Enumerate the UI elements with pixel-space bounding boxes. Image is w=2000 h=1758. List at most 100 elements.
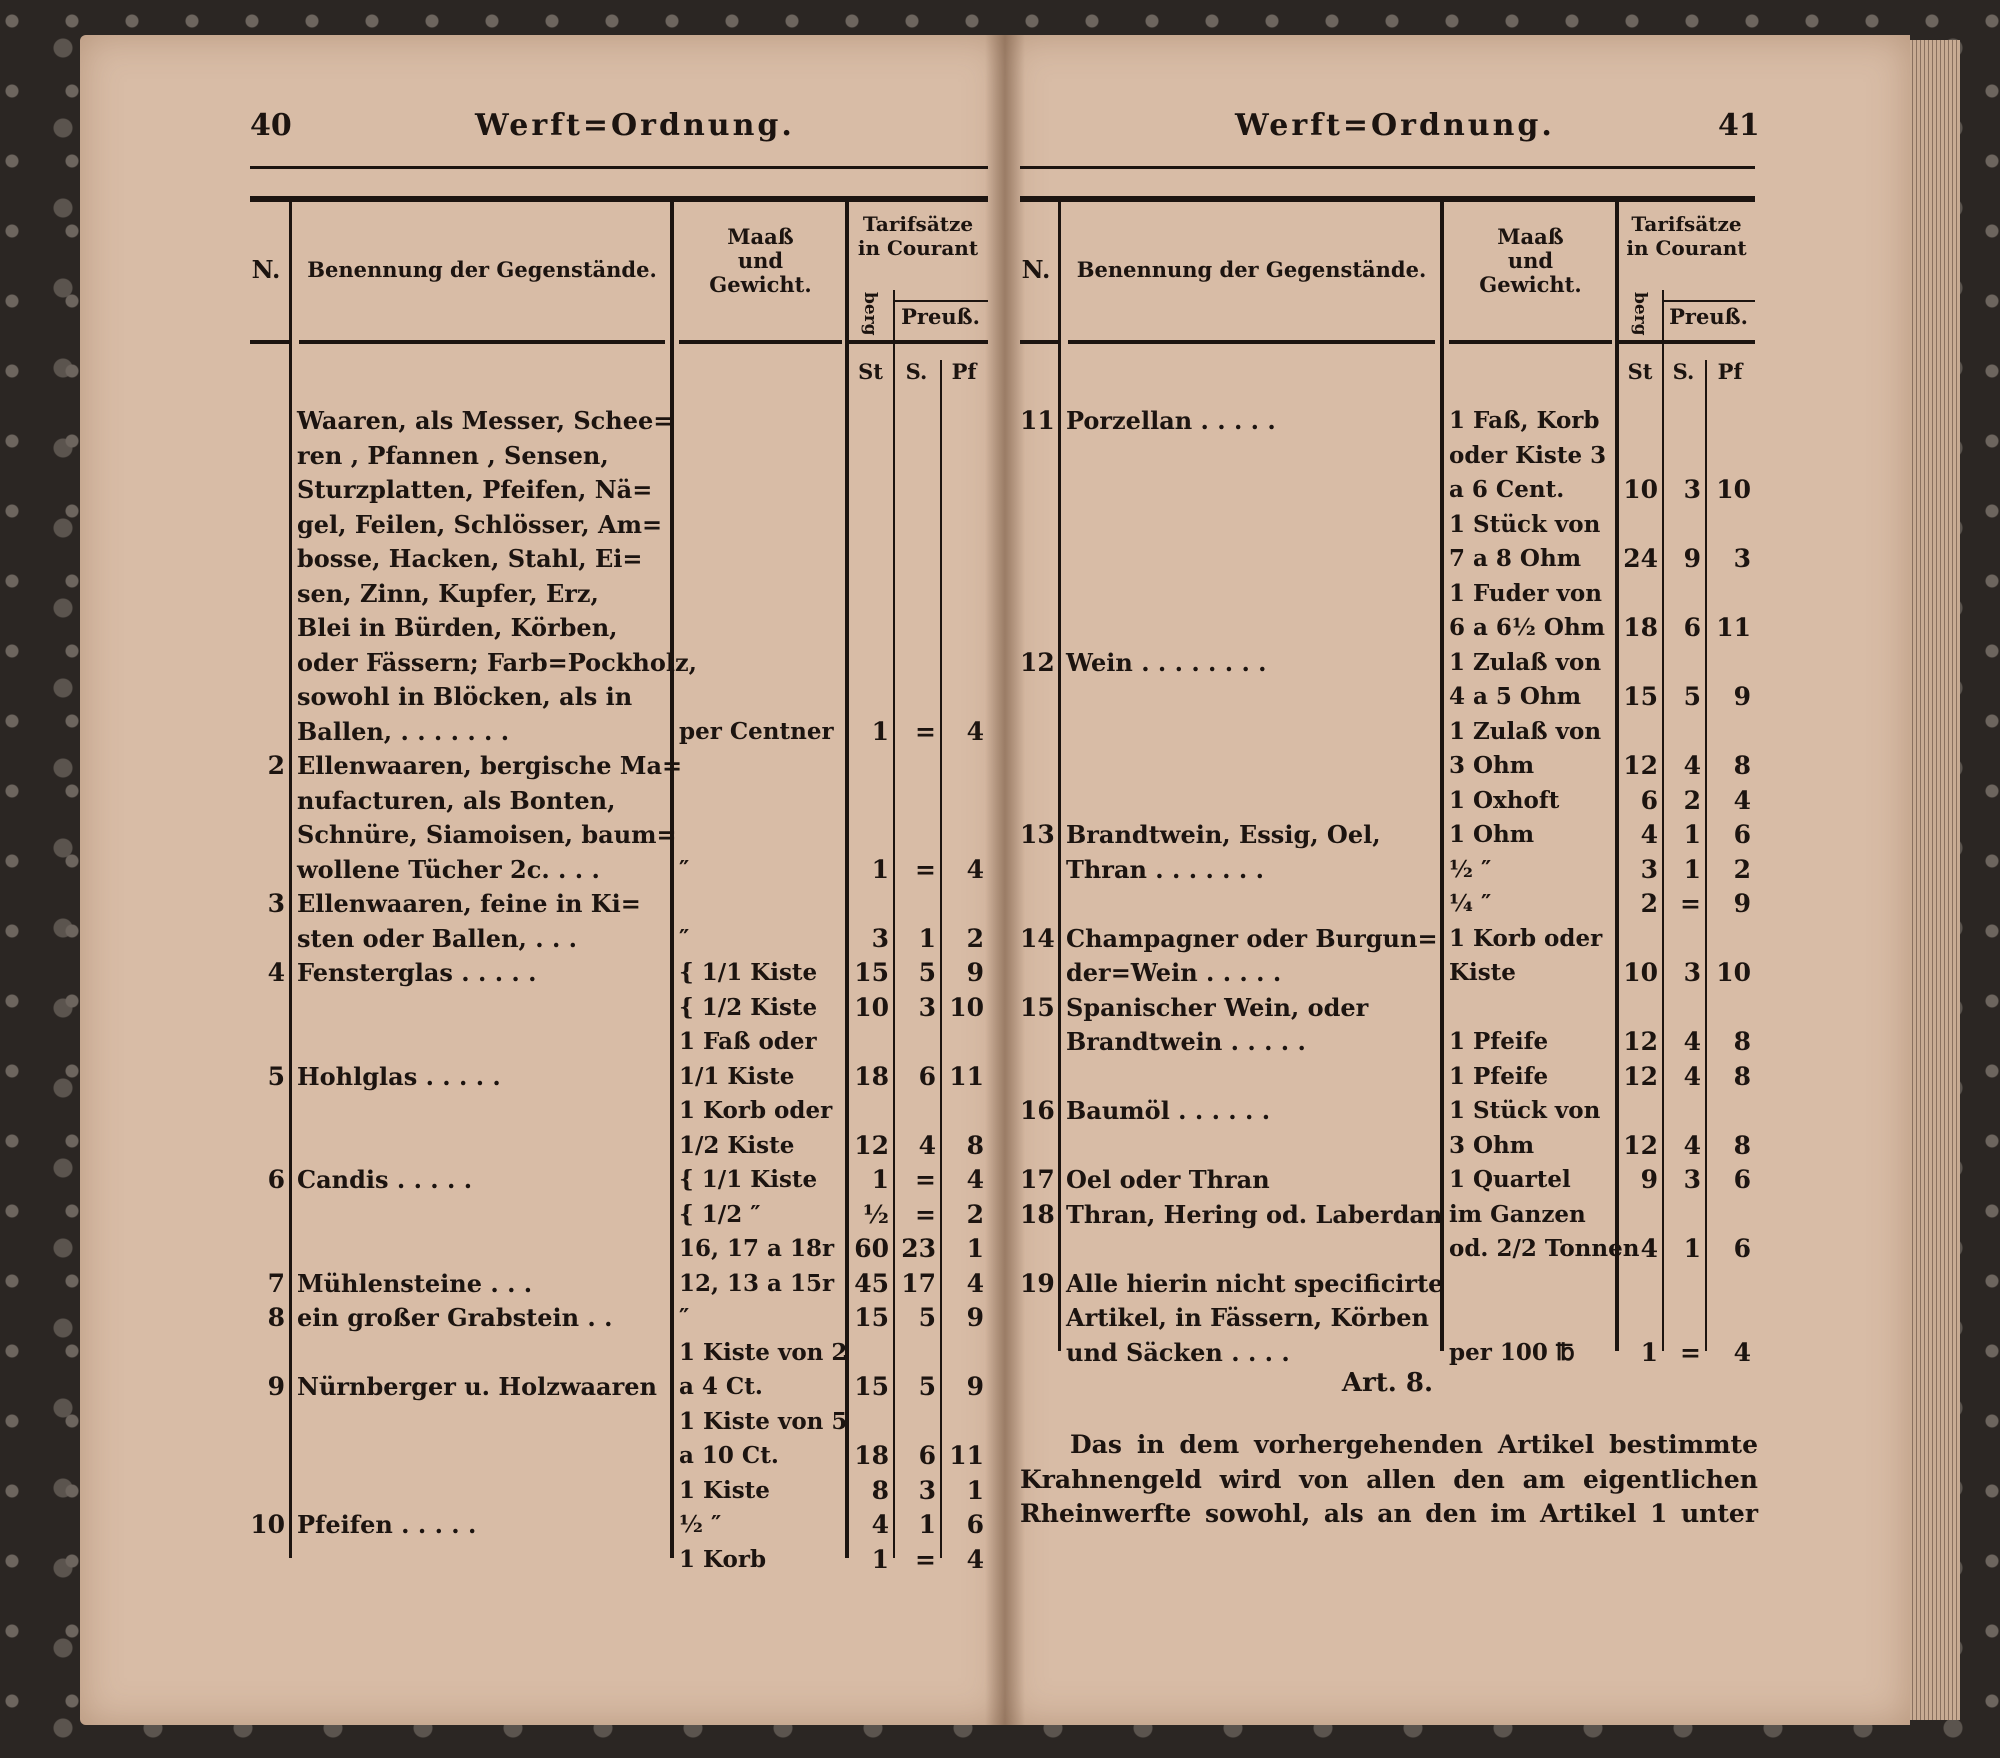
- value-st: 6: [1640, 785, 1658, 815]
- value-s: 1: [918, 923, 936, 953]
- table-row: { 1/2 Kiste 10 3 10: [0, 991, 2000, 1026]
- value-pf: 6: [1733, 1165, 1751, 1194]
- value-pf: 2: [966, 1199, 984, 1229]
- header-maass: Maaß und Gewicht.: [1479, 224, 1582, 297]
- value-st: 2: [1640, 889, 1658, 918]
- table-row: ren , Pfannen , Sensen,: [0, 439, 2000, 474]
- measure: 1 Fuder von: [1449, 579, 1602, 607]
- table-row: { 1/2 ″ ½ = 2: [0, 1198, 2000, 1233]
- value-s: =: [915, 1199, 936, 1229]
- table-row: 1 Kiste von 5: [0, 1405, 2000, 1440]
- table-row: 14 Champagner oder Burgun= 1 Korb oder: [0, 922, 2000, 957]
- value-st: 12: [1623, 1027, 1658, 1056]
- table-row: 1 Kiste 8 3 1: [0, 1474, 2000, 1509]
- value-st: 15: [854, 958, 889, 987]
- header-berg: berg: [1630, 292, 1650, 336]
- header-bottom-rule: [299, 340, 665, 344]
- value-st: 10: [1623, 958, 1658, 987]
- item-number: 10: [250, 1510, 285, 1539]
- table-row: Waaren, als Messer, Schee=: [0, 404, 2000, 439]
- item-name: Candis . . . . .: [297, 1165, 473, 1194]
- running-head-left: Werft=Ordnung.: [475, 108, 795, 143]
- item-name: Fensterglas . . . . .: [297, 958, 537, 987]
- item-number: 13: [1020, 820, 1055, 849]
- header-bottom-rule: [1068, 340, 1435, 344]
- value-st: 45: [854, 1268, 889, 1298]
- item-name: und Säcken . . . .: [1066, 1337, 1290, 1367]
- table-row: 18 Thran, Hering od. Laberdan im Ganzen: [0, 1198, 2000, 1233]
- value-s: 4: [918, 1130, 936, 1160]
- value-st: 4: [871, 1510, 889, 1539]
- table-row: 1 Kiste von 2: [0, 1336, 2000, 1371]
- value-s: 6: [1683, 613, 1701, 642]
- item-name: Blei in Bürden, Körben,: [297, 613, 618, 642]
- table-row: Thran . . . . . . .½ ″ 3 1 2: [0, 853, 2000, 888]
- item-name: nufacturen, als Bonten,: [297, 785, 616, 815]
- value-st: 1: [1640, 1337, 1658, 1367]
- header-rule-thick: [250, 196, 988, 202]
- value-st: 1: [871, 1544, 889, 1574]
- paragraph-line: Krahnengeld wird von allen den am eigent…: [1020, 1464, 1758, 1494]
- item-number: 12: [1020, 647, 1055, 677]
- table-row: oder Fässern; Farb=Pockholz,: [0, 646, 2000, 681]
- table-row: gel, Feilen, Schlösser, Am=: [0, 508, 2000, 543]
- measure: 1 Stück von: [1449, 510, 1601, 538]
- table-row: 1 Zulaß von: [0, 715, 2000, 750]
- right-page: [1005, 35, 1910, 1725]
- column-divider: [1615, 202, 1619, 1351]
- table-row: 13 Brandtwein, Essig, Oel, 1 Ohm 4 1 6: [0, 818, 2000, 853]
- header-bottom-rule: [1618, 340, 1755, 344]
- value-pf: 8: [1733, 1061, 1751, 1091]
- value-s: =: [915, 716, 936, 746]
- item-number: 11: [1020, 406, 1055, 435]
- value-s: 6: [918, 1441, 936, 1470]
- table-row: wollene Tücher 2c. . . . ″ 1 = 4: [0, 853, 2000, 888]
- measure: a 6 Cent.: [1449, 476, 1565, 503]
- table-row: Blei in Bürden, Körben,: [0, 611, 2000, 646]
- header-bottom-rule: [1449, 340, 1612, 344]
- value-pf: 3: [1733, 544, 1751, 573]
- table-row: 3 Ohm 12 4 8: [0, 749, 2000, 784]
- item-number: 14: [1020, 923, 1055, 953]
- table-row: Ballen, . . . . . . . per Centner 1 = 4: [0, 715, 2000, 750]
- item-name: Brandtwein, Essig, Oel,: [1066, 820, 1381, 849]
- value-st: ½: [862, 1199, 889, 1229]
- value-s: 3: [1683, 958, 1701, 987]
- item-name: sen, Zinn, Kupfer, Erz,: [297, 578, 599, 608]
- value-s: 1: [1683, 854, 1701, 884]
- item-name: Nürnberger u. Holzwaaren: [297, 1372, 657, 1401]
- measure: 1 Kiste: [679, 1476, 770, 1504]
- value-pf: 4: [966, 1268, 984, 1298]
- column-divider: [1058, 202, 1061, 1351]
- value-s: =: [915, 854, 936, 884]
- value-pf: 11: [949, 1441, 984, 1470]
- value-s: 1: [1683, 820, 1701, 849]
- item-name: Schnüre, Siamoisen, baum=: [297, 820, 677, 849]
- measure: 7 a 8 Ohm: [1449, 545, 1582, 572]
- measure: per Centner: [679, 717, 834, 745]
- value-s: =: [1680, 889, 1701, 918]
- value-pf: 9: [1733, 889, 1751, 918]
- paragraph-line: Rheinwerfte sowohl, als an den im Artike…: [1020, 1499, 1758, 1528]
- value-pf: 10: [1716, 958, 1751, 987]
- table-row: 1/2 Kiste 12 4 8: [0, 1129, 2000, 1164]
- value-s: =: [915, 1544, 936, 1574]
- value-st: 15: [1623, 682, 1658, 711]
- value-st: 1: [871, 1165, 889, 1194]
- item-number: 15: [1020, 992, 1055, 1022]
- value-pf: 4: [966, 1165, 984, 1194]
- measure: 1/1 Kiste: [679, 1062, 795, 1090]
- table-row: a 10 Ct. 18 6 11: [0, 1439, 2000, 1474]
- measure: { 1/2 ″: [679, 1200, 761, 1228]
- measure: ″: [679, 855, 690, 883]
- value-pf: 4: [1733, 785, 1751, 815]
- item-name: wollene Tücher 2c. . . .: [297, 854, 600, 884]
- item-name: sten oder Ballen, . . .: [297, 923, 578, 953]
- header-st: St: [1627, 359, 1653, 384]
- table-row: 1 Korb oder: [0, 1094, 2000, 1129]
- value-pf: 8: [1733, 1130, 1751, 1160]
- value-pf: 8: [966, 1130, 984, 1160]
- item-number: 4: [267, 958, 285, 987]
- measure: { 1/1 Kiste: [679, 1166, 818, 1193]
- value-s: 3: [918, 992, 936, 1022]
